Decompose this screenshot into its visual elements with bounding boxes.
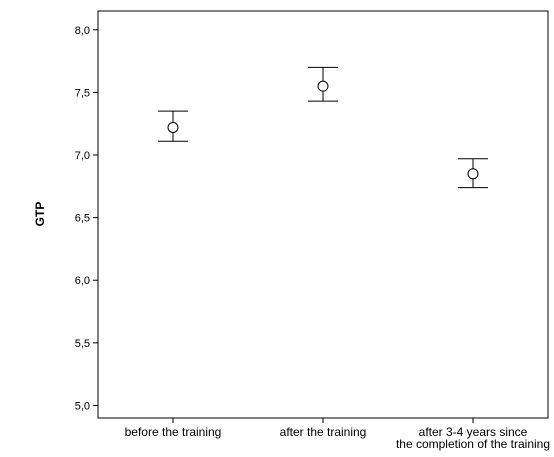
x-category-label: after 3-4 years since [419,425,528,439]
mean-point [317,80,329,92]
x-category-label: the completion of the training [396,437,550,451]
y-tick-label: 6,5 [75,213,90,225]
mean-point [167,121,179,133]
y-axis-title: GTP [33,202,47,227]
x-category-label: after the training [280,425,367,439]
y-tick-label: 6,0 [75,275,90,287]
plot-marks [158,66,488,189]
y-tick-label: 5,0 [75,400,90,412]
y-tick-label: 7,0 [75,150,90,162]
y-axis: 5,0 5,5 6,0 6,5 7,0 7,5 8,0 [75,25,98,412]
mean-point [467,168,479,180]
x-axis: before the training after the training aft… [125,418,550,451]
y-tick-label: 8,0 [75,25,90,37]
x-category-label: before the training [125,425,222,439]
y-tick-label: 7,5 [75,87,90,99]
y-tick-label: 5,5 [75,338,90,350]
